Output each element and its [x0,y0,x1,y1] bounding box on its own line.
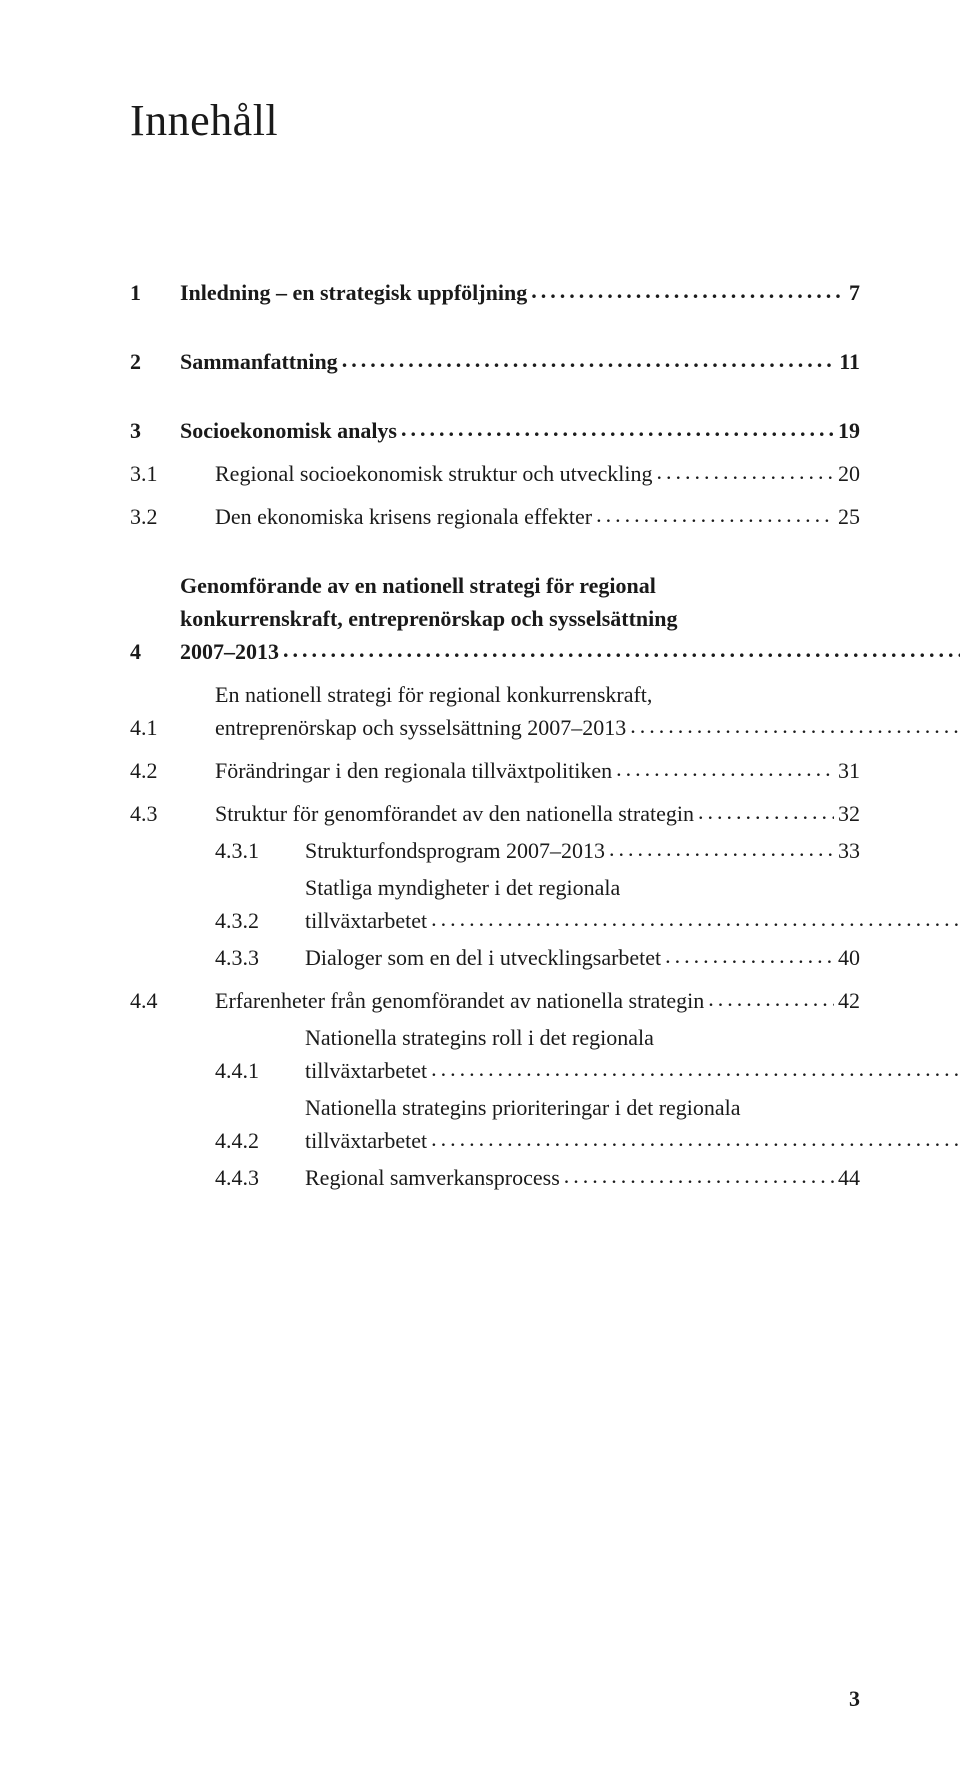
toc-leader: ........................................… [605,832,834,865]
toc-entry-text: Nationella strategins prioriteringar i d… [305,1091,960,1124]
toc-entry-page: 19 [834,414,860,447]
toc-leader: ........................................… [427,1122,960,1155]
toc-entry-page: 42 [834,984,860,1017]
toc-entry-number: 4.3.1 [215,834,305,867]
toc-entry-page: 33 [834,834,860,867]
toc-leader: ........................................… [612,752,834,785]
toc-entry: 4.4Erfarenheter från genomförandet av na… [130,984,860,1017]
toc-entry-text: Struktur för genomförandet av den nation… [215,797,694,830]
page-title: Innehåll [130,95,860,146]
toc-leader: ........................................… [397,412,834,445]
toc-leader: ........................................… [338,343,836,376]
toc-leader: ........................................… [527,274,845,307]
toc-entry-text: En nationell strategi för regional konku… [215,678,960,711]
toc-entry-text: Genomförande av en nationell strategi fö… [180,569,960,602]
toc-entry-number: 4.4.2 [215,1124,305,1157]
toc-entry-number: 4.2 [130,754,215,787]
toc-leader: ........................................… [653,455,835,488]
toc-leader: ........................................… [427,902,960,935]
toc-entry-text: Regional samverkansprocess [305,1161,560,1194]
toc-entry-text: Den ekonomiska krisens regionala effekte… [215,500,592,533]
toc-entry: 3Socioekonomisk analys..................… [130,414,860,447]
toc-entry-number: 4 [130,635,180,668]
toc-entry-text: Inledning – en strategisk uppföljning [180,276,527,309]
toc-entry: 3.2Den ekonomiska krisens regionala effe… [130,500,860,533]
toc-entry-text: Statliga myndigheter i det regionala [305,871,960,904]
toc-entry-text: tillväxtarbetet [305,904,427,937]
page-footer-number: 3 [849,1686,860,1712]
toc-leader: ........................................… [661,939,834,972]
toc-entry: 4.4.2Nationella strategins prioriteringa… [130,1091,860,1157]
toc-entry-page: 20 [834,457,860,490]
toc-entry-number: 3 [130,414,180,447]
toc-entry-page: 32 [834,797,860,830]
toc-entry: 4.2Förändringar i den regionala tillväxt… [130,754,860,787]
toc-entry-number: 4.1 [130,711,215,744]
toc-entry-number: 3.2 [130,500,215,533]
toc-entry-number: 4.4.1 [215,1054,305,1087]
toc-leader: ........................................… [592,498,834,531]
toc-entry-text: Sammanfattning [180,345,338,378]
toc-leader: ........................................… [704,982,834,1015]
toc-entry-page: 7 [845,276,860,309]
toc-entry-text: Socioekonomisk analys [180,414,397,447]
toc-entry-text: Strukturfondsprogram 2007–2013 [305,834,605,867]
toc-entry-page: 44 [834,1161,860,1194]
toc-entry: 4.1En nationell strategi för regional ko… [130,678,860,744]
toc-entry-number: 4.4.3 [215,1161,305,1194]
toc-entry-text: Regional socioekonomisk struktur och utv… [215,457,653,490]
toc-entry: 4.3Struktur för genomförandet av den nat… [130,797,860,830]
toc-entry-page: 31 [834,754,860,787]
toc-leader: ........................................… [626,709,960,742]
toc-entry-text: tillväxtarbetet [305,1054,427,1087]
toc-entry: 4Genomförande av en nationell strategi f… [130,569,860,668]
toc-entry-text: Nationella strategins roll i det regiona… [305,1021,960,1054]
toc-entry: 4.3.2Statliga myndigheter i det regional… [130,871,860,937]
toc-entry-number: 4.3 [130,797,215,830]
toc-entry-number: 2 [130,345,180,378]
toc-entry: 4.4.1Nationella strategins roll i det re… [130,1021,860,1087]
toc-leader: ........................................… [427,1052,960,1085]
toc-entry-number: 1 [130,276,180,309]
toc-entry-page: 25 [834,500,860,533]
toc-entry-text: 2007–2013 [180,635,279,668]
toc-entry-text: konkurrenskraft, entreprenörskap och sys… [180,602,960,635]
toc-leader: ........................................… [694,795,834,828]
toc-entry-text: Dialoger som en del i utvecklingsarbetet [305,941,661,974]
toc-entry-text: Erfarenheter från genomförandet av natio… [215,984,704,1017]
toc-leader: ........................................… [279,633,960,666]
toc-leader: ........................................… [560,1159,834,1192]
toc-entry: 2Sammanfattning.........................… [130,345,860,378]
toc-entry: 3.1Regional socioekonomisk struktur och … [130,457,860,490]
toc-entry-number: 4.4 [130,984,215,1017]
toc-entry: 1Inledning – en strategisk uppföljning..… [130,276,860,309]
table-of-contents: 1Inledning – en strategisk uppföljning..… [130,276,860,1194]
toc-entry-text: entreprenörskap och sysselsättning 2007–… [215,711,626,744]
toc-entry-page: 11 [835,345,860,378]
toc-entry: 4.3.1Strukturfondsprogram 2007–2013.....… [130,834,860,867]
toc-entry-number: 4.3.3 [215,941,305,974]
toc-entry: 4.4.3Regional samverkansprocess.........… [130,1161,860,1194]
toc-entry-page: 40 [834,941,860,974]
toc-entry-number: 4.3.2 [215,904,305,937]
toc-entry-text: tillväxtarbetet [305,1124,427,1157]
toc-entry: 4.3.3Dialoger som en del i utvecklingsar… [130,941,860,974]
toc-entry-text: Förändringar i den regionala tillväxtpol… [215,754,612,787]
toc-entry-number: 3.1 [130,457,215,490]
